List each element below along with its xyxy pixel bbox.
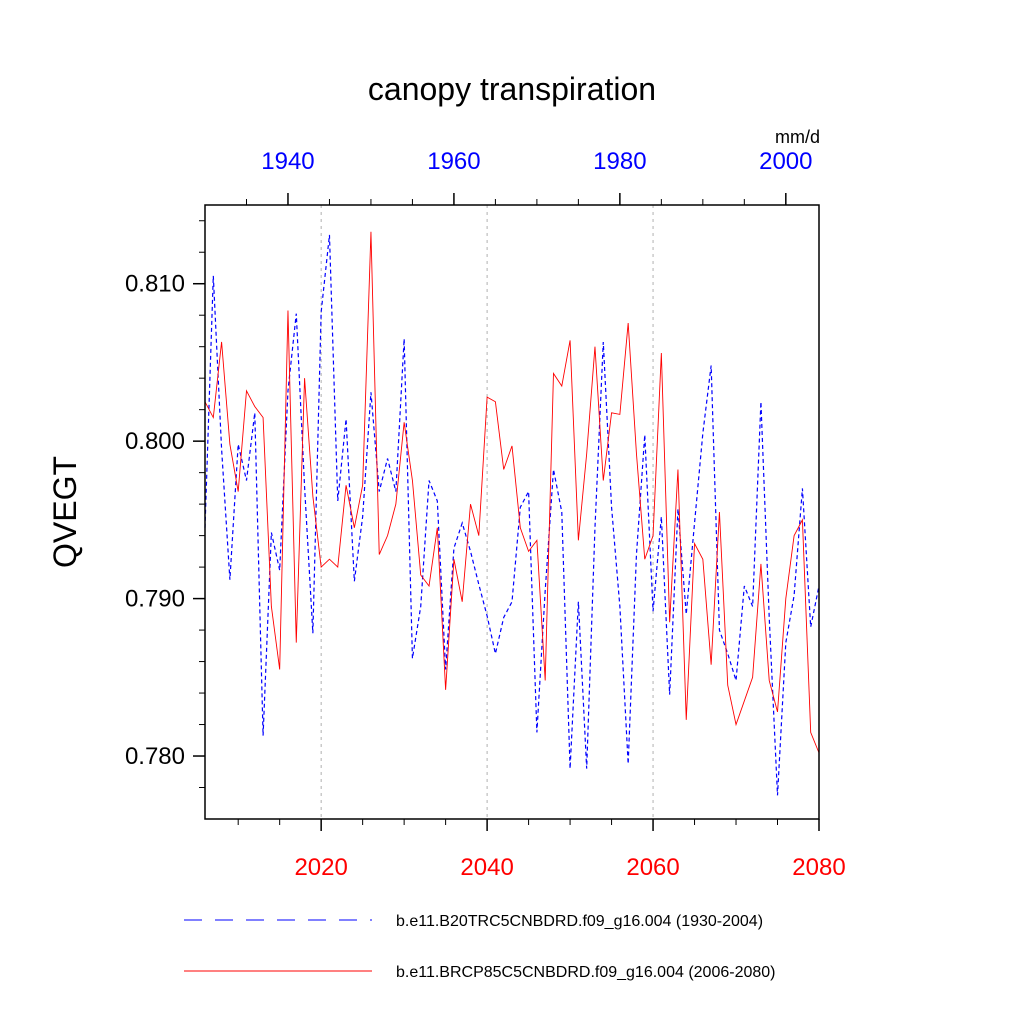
legend-label-top-series: b.e11.B20TRC5CNBDRD.f09_g16.004 (1930-20… bbox=[396, 913, 763, 930]
legend: b.e11.B20TRC5CNBDRD.f09_g16.004 (1930-20… bbox=[184, 913, 775, 981]
plot-frame bbox=[204, 204, 820, 820]
legend-label-bottom-series: b.e11.BRCP85C5CNBDRD.f09_g16.004 (2006-2… bbox=[396, 964, 775, 981]
top-tick-label-0: 1940 bbox=[261, 148, 314, 175]
bottom-tick-label-3: 2080 bbox=[792, 854, 845, 881]
y-tick-label-1: 0.790 bbox=[125, 586, 185, 613]
y-tick-label-3: 0.810 bbox=[125, 271, 185, 298]
series-line-historical bbox=[204, 234, 820, 796]
y-axis-label: QVEGT bbox=[47, 456, 83, 568]
series-lines bbox=[204, 231, 820, 796]
y-tick-label-2: 0.800 bbox=[125, 428, 185, 455]
series-line-rcp85 bbox=[204, 231, 820, 754]
vertical-grid bbox=[320, 205, 654, 819]
y-tick-label-0: 0.780 bbox=[125, 743, 185, 770]
units-label: mm/d bbox=[775, 127, 820, 147]
top-tick-label-3: 2000 bbox=[759, 148, 812, 175]
chart-title: canopy transpiration bbox=[368, 71, 656, 107]
axes: 0.780 0.790 0.800 0.810 2020 2040 2060 2080 1940… bbox=[125, 148, 846, 881]
bottom-tick-label-0: 2020 bbox=[294, 854, 347, 881]
bottom-tick-label-2: 2060 bbox=[626, 854, 679, 881]
top-tick-label-1: 1960 bbox=[427, 148, 480, 175]
bottom-tick-label-1: 2040 bbox=[460, 854, 513, 881]
top-tick-label-2: 1980 bbox=[593, 148, 646, 175]
